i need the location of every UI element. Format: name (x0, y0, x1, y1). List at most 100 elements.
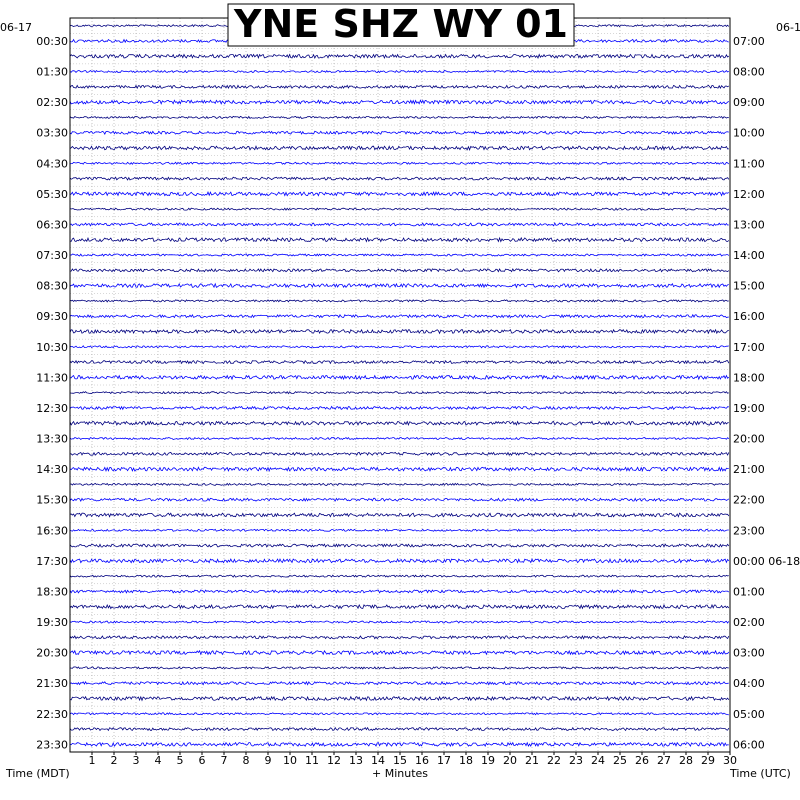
x-axis: 1 2 3 4 5 6 7 8 9 10 11 12 13 14 15 16 17 18 19 20 21 22 23 24 2… (89, 752, 737, 767)
left-hour-label: 22:30 (36, 708, 68, 721)
x-tick-label: 18 (459, 754, 473, 767)
seismic-trace-row (69, 345, 729, 349)
left-hour-label: 21:30 (36, 677, 68, 690)
x-tick-label: 15 (393, 754, 407, 767)
right-hour-label: 17:00 (733, 341, 765, 354)
x-tick-label: 16 (415, 754, 429, 767)
right-hour-label: 12:00 (733, 188, 765, 201)
seismic-trace-row (69, 299, 729, 303)
right-hour-label: 22:00 (733, 494, 765, 507)
seismic-trace-row (69, 557, 730, 564)
x-tick-label: 10 (283, 754, 297, 767)
seismic-trace-row (69, 282, 729, 289)
right-hour-label: 21:00 (733, 463, 765, 476)
left-hour-label: 16:30 (36, 524, 68, 537)
left-hour-label: 11:30 (36, 371, 68, 384)
left-hour-label: 17:30 (36, 555, 68, 568)
seismic-trace-row (69, 253, 730, 257)
seismic-trace-row (69, 359, 730, 365)
start-date-left: 06-17 (0, 21, 32, 34)
x-tick-label: 4 (155, 754, 162, 767)
x-tick-label: 30 (723, 754, 737, 767)
right-hour-label: 18:00 (733, 371, 765, 384)
left-hour-label: 01:30 (36, 66, 68, 79)
right-hour-label: 08:00 (733, 66, 765, 79)
left-time-axis: 00:30 01:30 02:30 03:30 04:30 05:30 06:30 07:30… (36, 35, 68, 751)
x-tick-label: 28 (679, 754, 693, 767)
left-hour-label: 10:30 (36, 341, 68, 354)
right-hour-label: 15:00 (733, 280, 765, 293)
right-hour-label: 03:00 (733, 647, 765, 660)
x-tick-label: 8 (243, 754, 250, 767)
right-hour-label: 19:00 (733, 402, 765, 415)
seismic-trace-row (69, 451, 730, 456)
title-box (227, 3, 575, 47)
right-hour-label: 05:00 (733, 708, 765, 721)
x-tick-label: 13 (349, 754, 363, 767)
seismic-trace-row (69, 53, 730, 60)
left-hour-label: 08:30 (36, 280, 68, 293)
left-hour-label: 15:30 (36, 494, 68, 507)
seismic-trace-row (69, 328, 729, 335)
right-hour-label: 02:00 (733, 616, 765, 629)
seismic-trace-row (69, 99, 730, 105)
seismic-trace-row (69, 84, 730, 90)
seismic-trace-row (69, 222, 729, 227)
x-tick-label: 9 (265, 754, 272, 767)
seismic-trace-row (69, 176, 730, 181)
left-hour-label: 07:30 (36, 249, 68, 262)
seismic-trace-row (69, 741, 729, 748)
right-hour-label: 16:00 (733, 310, 765, 323)
left-hour-label: 05:30 (36, 188, 68, 201)
x-tick-label: 27 (657, 754, 671, 767)
seismic-trace-row (69, 313, 729, 319)
x-tick-label: 23 (569, 754, 583, 767)
left-hour-label: 12:30 (36, 402, 68, 415)
right-hour-label: 14:00 (733, 249, 765, 262)
start-date-right: 06-1 (776, 21, 800, 34)
seismic-trace-row (69, 466, 729, 473)
right-hour-label: 06:00 (733, 738, 765, 751)
x-tick-label: 14 (371, 754, 385, 767)
right-hour-label: 09:00 (733, 96, 765, 109)
x-tick-label: 24 (591, 754, 605, 767)
left-hour-label: 03:30 (36, 127, 68, 140)
right-time-axis: 07:00 08:00 09:00 10:00 11:00 12:00 13:00 14:00… (733, 35, 800, 751)
right-hour-label: 04:00 (733, 677, 765, 690)
x-tick-label: 20 (503, 754, 517, 767)
seismic-trace-row (69, 130, 729, 135)
left-hour-label: 02:30 (36, 96, 68, 109)
right-hour-label: 01:00 (733, 585, 765, 598)
seismic-trace-row (69, 574, 729, 578)
left-hour-label: 23:30 (36, 738, 68, 751)
x-tick-label: 29 (701, 754, 715, 767)
seismic-trace-row (69, 69, 730, 74)
seismic-trace-row (69, 436, 730, 441)
seismic-trace-row (69, 420, 729, 427)
left-hour-label: 19:30 (36, 616, 68, 629)
seismic-trace-row (69, 712, 729, 716)
seismic-trace-row (69, 145, 729, 151)
right-hour-label: 00:00 06-18 (733, 555, 800, 568)
seismic-trace-row (69, 726, 730, 732)
x-tick-label: 5 (177, 754, 184, 767)
left-hour-label: 14:30 (36, 463, 68, 476)
seismic-trace-row (69, 482, 730, 487)
seismic-trace-row (69, 680, 729, 686)
right-hour-label: 20:00 (733, 433, 765, 446)
x-axis-label: + Minutes (372, 767, 428, 780)
seismic-trace-row (69, 635, 730, 640)
seismic-trace-row (69, 666, 729, 670)
x-tick-label: 26 (635, 754, 649, 767)
seismic-trace-row (69, 390, 729, 395)
left-axis-label: Time (MDT) (5, 767, 70, 780)
seismic-trace-row (69, 161, 730, 165)
left-hour-label: 06:30 (36, 218, 68, 231)
seismic-trace-row (69, 543, 730, 548)
seismic-trace-row (69, 620, 730, 624)
x-tick-label: 19 (481, 754, 495, 767)
x-tick-label: 22 (547, 754, 561, 767)
left-hour-label: 18:30 (36, 585, 68, 598)
seismic-trace-row (69, 695, 730, 702)
